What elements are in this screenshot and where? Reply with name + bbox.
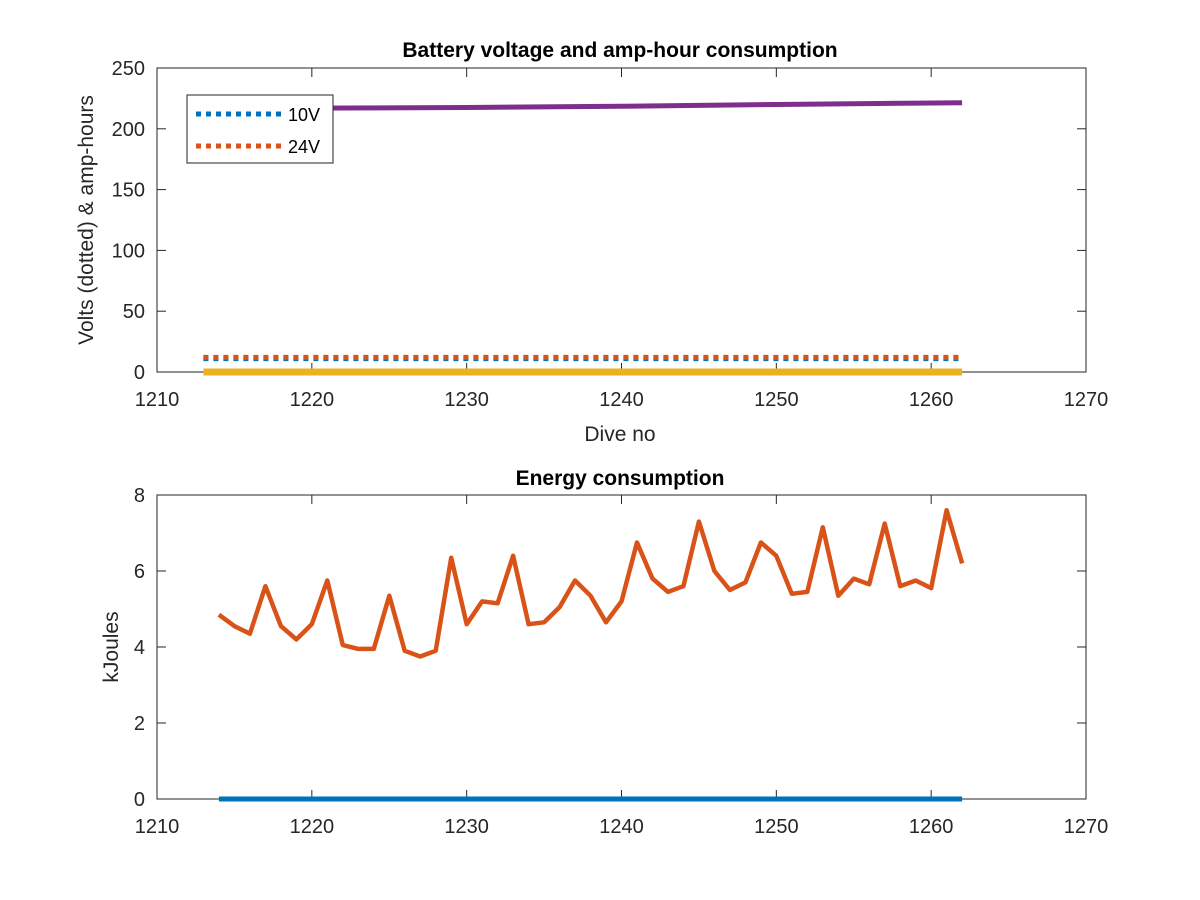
- plot-bottom-xtick-label: 1270: [1064, 816, 1109, 838]
- plot-top-xtick-label: 1230: [444, 389, 489, 411]
- plot-bottom-axes: [156, 494, 1087, 800]
- plot-top-ytick-label: 100: [112, 240, 145, 262]
- plot-top-ytick-label: 50: [123, 301, 145, 323]
- legend: 10V 24V: [186, 94, 334, 164]
- legend-label-10v: 10V: [288, 105, 320, 125]
- plot-top-ytick-label: 250: [112, 58, 145, 80]
- plot-bottom-ylabel: kJoules: [100, 611, 123, 682]
- plot-bottom-ytick-label: 4: [134, 637, 145, 659]
- plot-bottom-ticks: 1210 1220 1230 1240 1250 1260 1270 0 2 4 6 8: [134, 485, 1108, 838]
- plot-top-xtick-label: 1220: [290, 389, 335, 411]
- plot-bottom-ytick-label: 0: [134, 789, 145, 811]
- plot-bottom-ytick-label: 2: [134, 713, 145, 735]
- plot-top-ticks: 1210 1220 1230 1240 1250 1260 1270 0 50 100 150 200…: [112, 58, 1109, 411]
- plot-bottom-xtick-label: 1230: [444, 816, 489, 838]
- plot-top-ytick-label: 150: [112, 180, 145, 202]
- plot-top-xtick-label: 1210: [135, 389, 180, 411]
- plot-top-xlabel: Dive no: [584, 423, 655, 446]
- plot-top: Battery voltage and amp-hour consumption…: [75, 39, 1108, 446]
- plot-top-xtick-label: 1240: [599, 389, 644, 411]
- plot-bottom-title: Energy consumption: [516, 467, 725, 490]
- plot-top-ytick-label: 0: [134, 362, 145, 384]
- plot-bottom-xtick-label: 1240: [599, 816, 644, 838]
- plot-top-xtick-label: 1260: [909, 389, 954, 411]
- plot-bottom: Energy consumption 1210 1220 1230 1240 1250 1…: [100, 467, 1108, 838]
- plot-bottom-series: [217, 507, 965, 802]
- plot-bottom-xtick-label: 1220: [290, 816, 335, 838]
- plot-bottom-xtick-label: 1210: [135, 816, 180, 838]
- legend-box: [186, 94, 334, 164]
- plot-bottom-xtick-label: 1260: [909, 816, 954, 838]
- plot-bottom-ytick-label: 6: [134, 561, 145, 583]
- plot-bottom-ytick-label: 8: [134, 485, 145, 507]
- plot-top-ytick-label: 200: [112, 119, 145, 141]
- plot-bottom-xtick-label: 1250: [754, 816, 799, 838]
- plot-top-ylabel: Volts (dotted) & amp-hours: [75, 95, 98, 345]
- legend-label-24v: 24V: [288, 137, 320, 157]
- plot-top-title: Battery voltage and amp-hour consumption: [402, 39, 837, 62]
- plot-top-xtick-label: 1250: [754, 389, 799, 411]
- plot-top-xtick-label: 1270: [1064, 389, 1109, 411]
- plot-bottom-series-line: [217, 507, 965, 659]
